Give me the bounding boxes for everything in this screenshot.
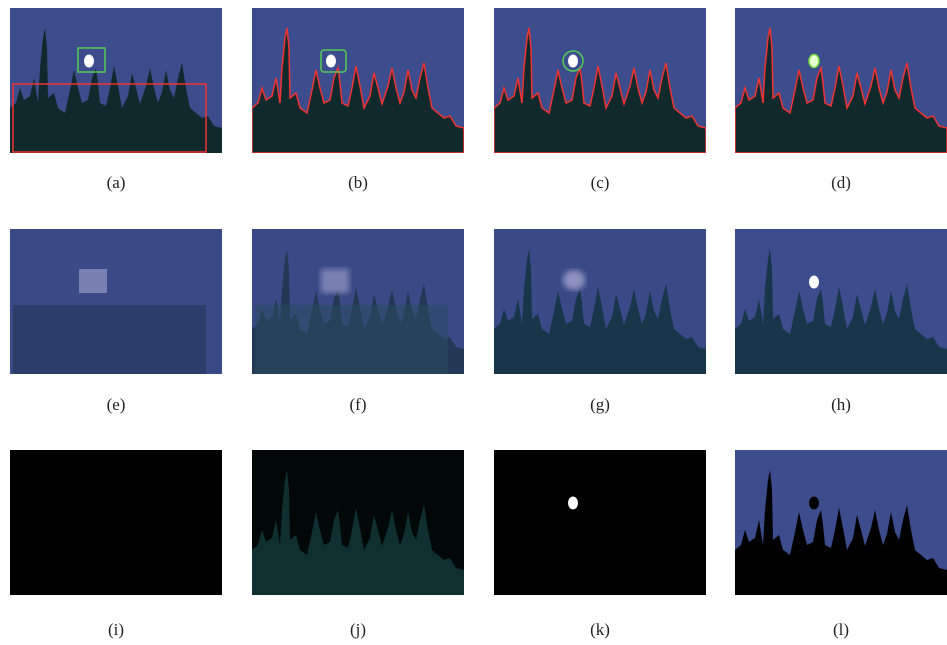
panel-caption: (h): [831, 395, 851, 414]
moon-blur: [563, 270, 585, 290]
image-panel: [735, 229, 947, 374]
panel-caption: (b): [348, 173, 368, 192]
bg-block: [255, 305, 448, 374]
image-panel: [735, 8, 947, 153]
moon: [809, 497, 819, 510]
image-panel: [494, 229, 706, 374]
panel-caption: (d): [831, 173, 851, 192]
panel-caption: (j): [350, 620, 366, 639]
image-panel: [735, 450, 947, 595]
image-panel: [494, 450, 706, 595]
panel-background: [494, 450, 706, 595]
image-panel: [252, 8, 464, 153]
moon: [84, 55, 94, 68]
panel-caption: (a): [107, 173, 126, 192]
moon: [568, 497, 578, 510]
image-panel: [252, 229, 464, 374]
panel-caption: (i): [108, 620, 124, 639]
fg-block: [321, 269, 349, 293]
fg-block: [79, 269, 107, 293]
moon: [809, 276, 819, 289]
image-panel: [10, 8, 222, 153]
moon: [568, 55, 578, 68]
panel-caption: (k): [590, 620, 610, 639]
panel-background: [10, 450, 222, 595]
moon: [809, 55, 819, 68]
bg-block: [13, 305, 206, 374]
panel-caption: (l): [833, 620, 849, 639]
image-panel: [10, 229, 222, 374]
panel-caption: (f): [350, 395, 367, 414]
figure: (a) (b) (c) (d) (e) (f) (g) (h) (i) (j) (k) (l): [0, 0, 947, 645]
panel-caption: (e): [107, 395, 126, 414]
moon: [326, 55, 336, 68]
image-panel: [10, 450, 222, 595]
image-panel: [252, 450, 464, 595]
panel-caption: (g): [590, 395, 610, 414]
panel-caption: (c): [591, 173, 610, 192]
image-panel: [494, 8, 706, 153]
